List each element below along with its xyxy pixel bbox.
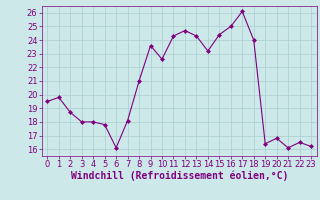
X-axis label: Windchill (Refroidissement éolien,°C): Windchill (Refroidissement éolien,°C) (70, 171, 288, 181)
